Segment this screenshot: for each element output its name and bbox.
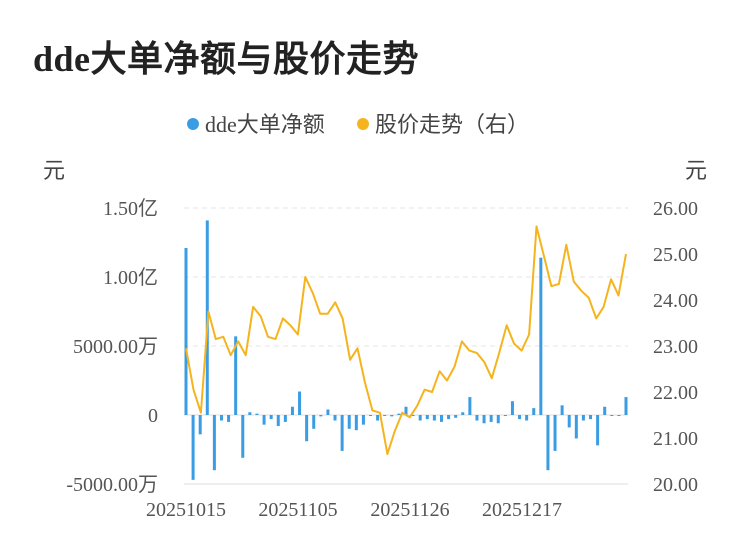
bar-series [184, 220, 628, 480]
dde-bar[interactable] [489, 415, 493, 422]
dde-bar[interactable] [248, 412, 252, 415]
dde-bar[interactable] [432, 415, 436, 421]
dde-bar[interactable] [525, 415, 529, 421]
dde-bar[interactable] [624, 397, 628, 415]
dde-bar[interactable] [553, 415, 557, 451]
dde-bar[interactable] [290, 406, 294, 415]
dde-bar[interactable] [418, 415, 422, 421]
dde-bar[interactable] [198, 415, 202, 435]
dde-bar[interactable] [376, 415, 380, 421]
dde-bar[interactable] [610, 415, 614, 416]
dde-bar[interactable] [567, 415, 571, 428]
left-axis-unit: 元 [43, 158, 65, 183]
dde-bar[interactable] [397, 413, 401, 415]
dde-bar[interactable] [617, 415, 621, 416]
dde-bar[interactable] [234, 336, 238, 415]
dde-bar[interactable] [312, 415, 316, 429]
dde-bar[interactable] [574, 415, 578, 439]
dde-bar[interactable] [503, 415, 507, 416]
dde-bar[interactable] [546, 415, 550, 471]
x-axis-tick: 20251105 [258, 499, 337, 521]
dde-bar[interactable] [354, 415, 358, 431]
price-line [185, 225, 627, 456]
right-axis-tick: 26.00 [653, 198, 698, 220]
dde-bar[interactable] [276, 415, 280, 427]
left-axis-tick: 5000.00万 [73, 336, 158, 358]
dde-bar[interactable] [518, 415, 522, 420]
dde-bar[interactable] [262, 415, 266, 425]
dde-bar[interactable] [241, 415, 245, 458]
legend-marker-dde [187, 118, 199, 130]
right-axis-tick: 21.00 [653, 428, 698, 450]
left-axis-tick: 0 [148, 405, 158, 427]
dde-bar[interactable] [560, 405, 564, 415]
dde-bar[interactable] [603, 406, 607, 415]
legend-label-dde[interactable]: dde大单净额 [205, 112, 325, 137]
dde-bar[interactable] [589, 415, 593, 420]
dde-bar[interactable] [468, 397, 472, 415]
dde-bar[interactable] [255, 413, 259, 415]
right-axis-tick: 20.00 [653, 474, 698, 496]
dde-bar[interactable] [510, 401, 514, 415]
dde-bar[interactable] [212, 415, 216, 471]
left-axis-tick: 1.00亿 [103, 266, 158, 289]
legend-marker-price [357, 118, 369, 130]
dde-bar[interactable] [581, 415, 585, 421]
dde-bar[interactable] [539, 257, 543, 415]
left-axis-tick: 1.50亿 [103, 197, 158, 220]
dde-bar[interactable] [333, 415, 337, 421]
dde-bar[interactable] [596, 415, 600, 446]
dde-bar[interactable] [383, 415, 387, 416]
dde-bar[interactable] [411, 415, 415, 416]
dde-bar[interactable] [191, 415, 195, 480]
dde-bar[interactable] [298, 391, 302, 415]
dde-bar[interactable] [305, 415, 309, 442]
dde-bar[interactable] [227, 415, 231, 422]
dde-bar[interactable] [369, 415, 373, 416]
right-axis-tick: 22.00 [653, 382, 698, 404]
dde-bar[interactable] [390, 415, 394, 417]
x-axis-tick: 20251126 [370, 499, 449, 521]
dde-bar[interactable] [269, 415, 273, 420]
dde-bar[interactable] [319, 415, 323, 417]
dde-bar[interactable] [283, 415, 287, 422]
dde-bar[interactable] [454, 415, 458, 418]
dde-bar[interactable] [461, 412, 465, 415]
right-axis-tick: 23.00 [653, 336, 698, 358]
line-series [185, 225, 627, 456]
dde-bar[interactable] [340, 415, 344, 451]
dde-bar[interactable] [496, 415, 500, 424]
right-axis-tick: 24.00 [653, 290, 698, 312]
dde-bar[interactable] [347, 415, 351, 429]
dde-bar[interactable] [447, 415, 451, 420]
dde-bar[interactable] [532, 408, 536, 415]
dde-bar[interactable] [219, 415, 223, 421]
dde-bar[interactable] [404, 406, 408, 415]
dde-bar[interactable] [482, 415, 486, 424]
legend-label-price[interactable]: 股价走势（右） [375, 112, 529, 137]
x-axis-tick: 20251015 [146, 499, 226, 521]
dde-bar[interactable] [425, 415, 429, 420]
right-axis-tick: 25.00 [653, 244, 698, 266]
dde-bar[interactable] [439, 415, 443, 422]
left-axis-tick: -5000.00万 [66, 474, 158, 496]
grid-lines [184, 207, 628, 485]
dde-bar[interactable] [326, 409, 330, 415]
chart-title: dde大单净额与股价走势 [33, 39, 420, 79]
dde-bar[interactable] [361, 415, 365, 425]
axis-labels: 1.50亿 1.00亿 5000.00万 0 -5000.00万 26.00 25.00 24… [66, 197, 698, 521]
x-axis-tick: 20251217 [482, 499, 562, 521]
dde-bar[interactable] [184, 248, 188, 415]
dde-bar[interactable] [475, 415, 479, 421]
right-axis-unit: 元 [685, 158, 707, 183]
